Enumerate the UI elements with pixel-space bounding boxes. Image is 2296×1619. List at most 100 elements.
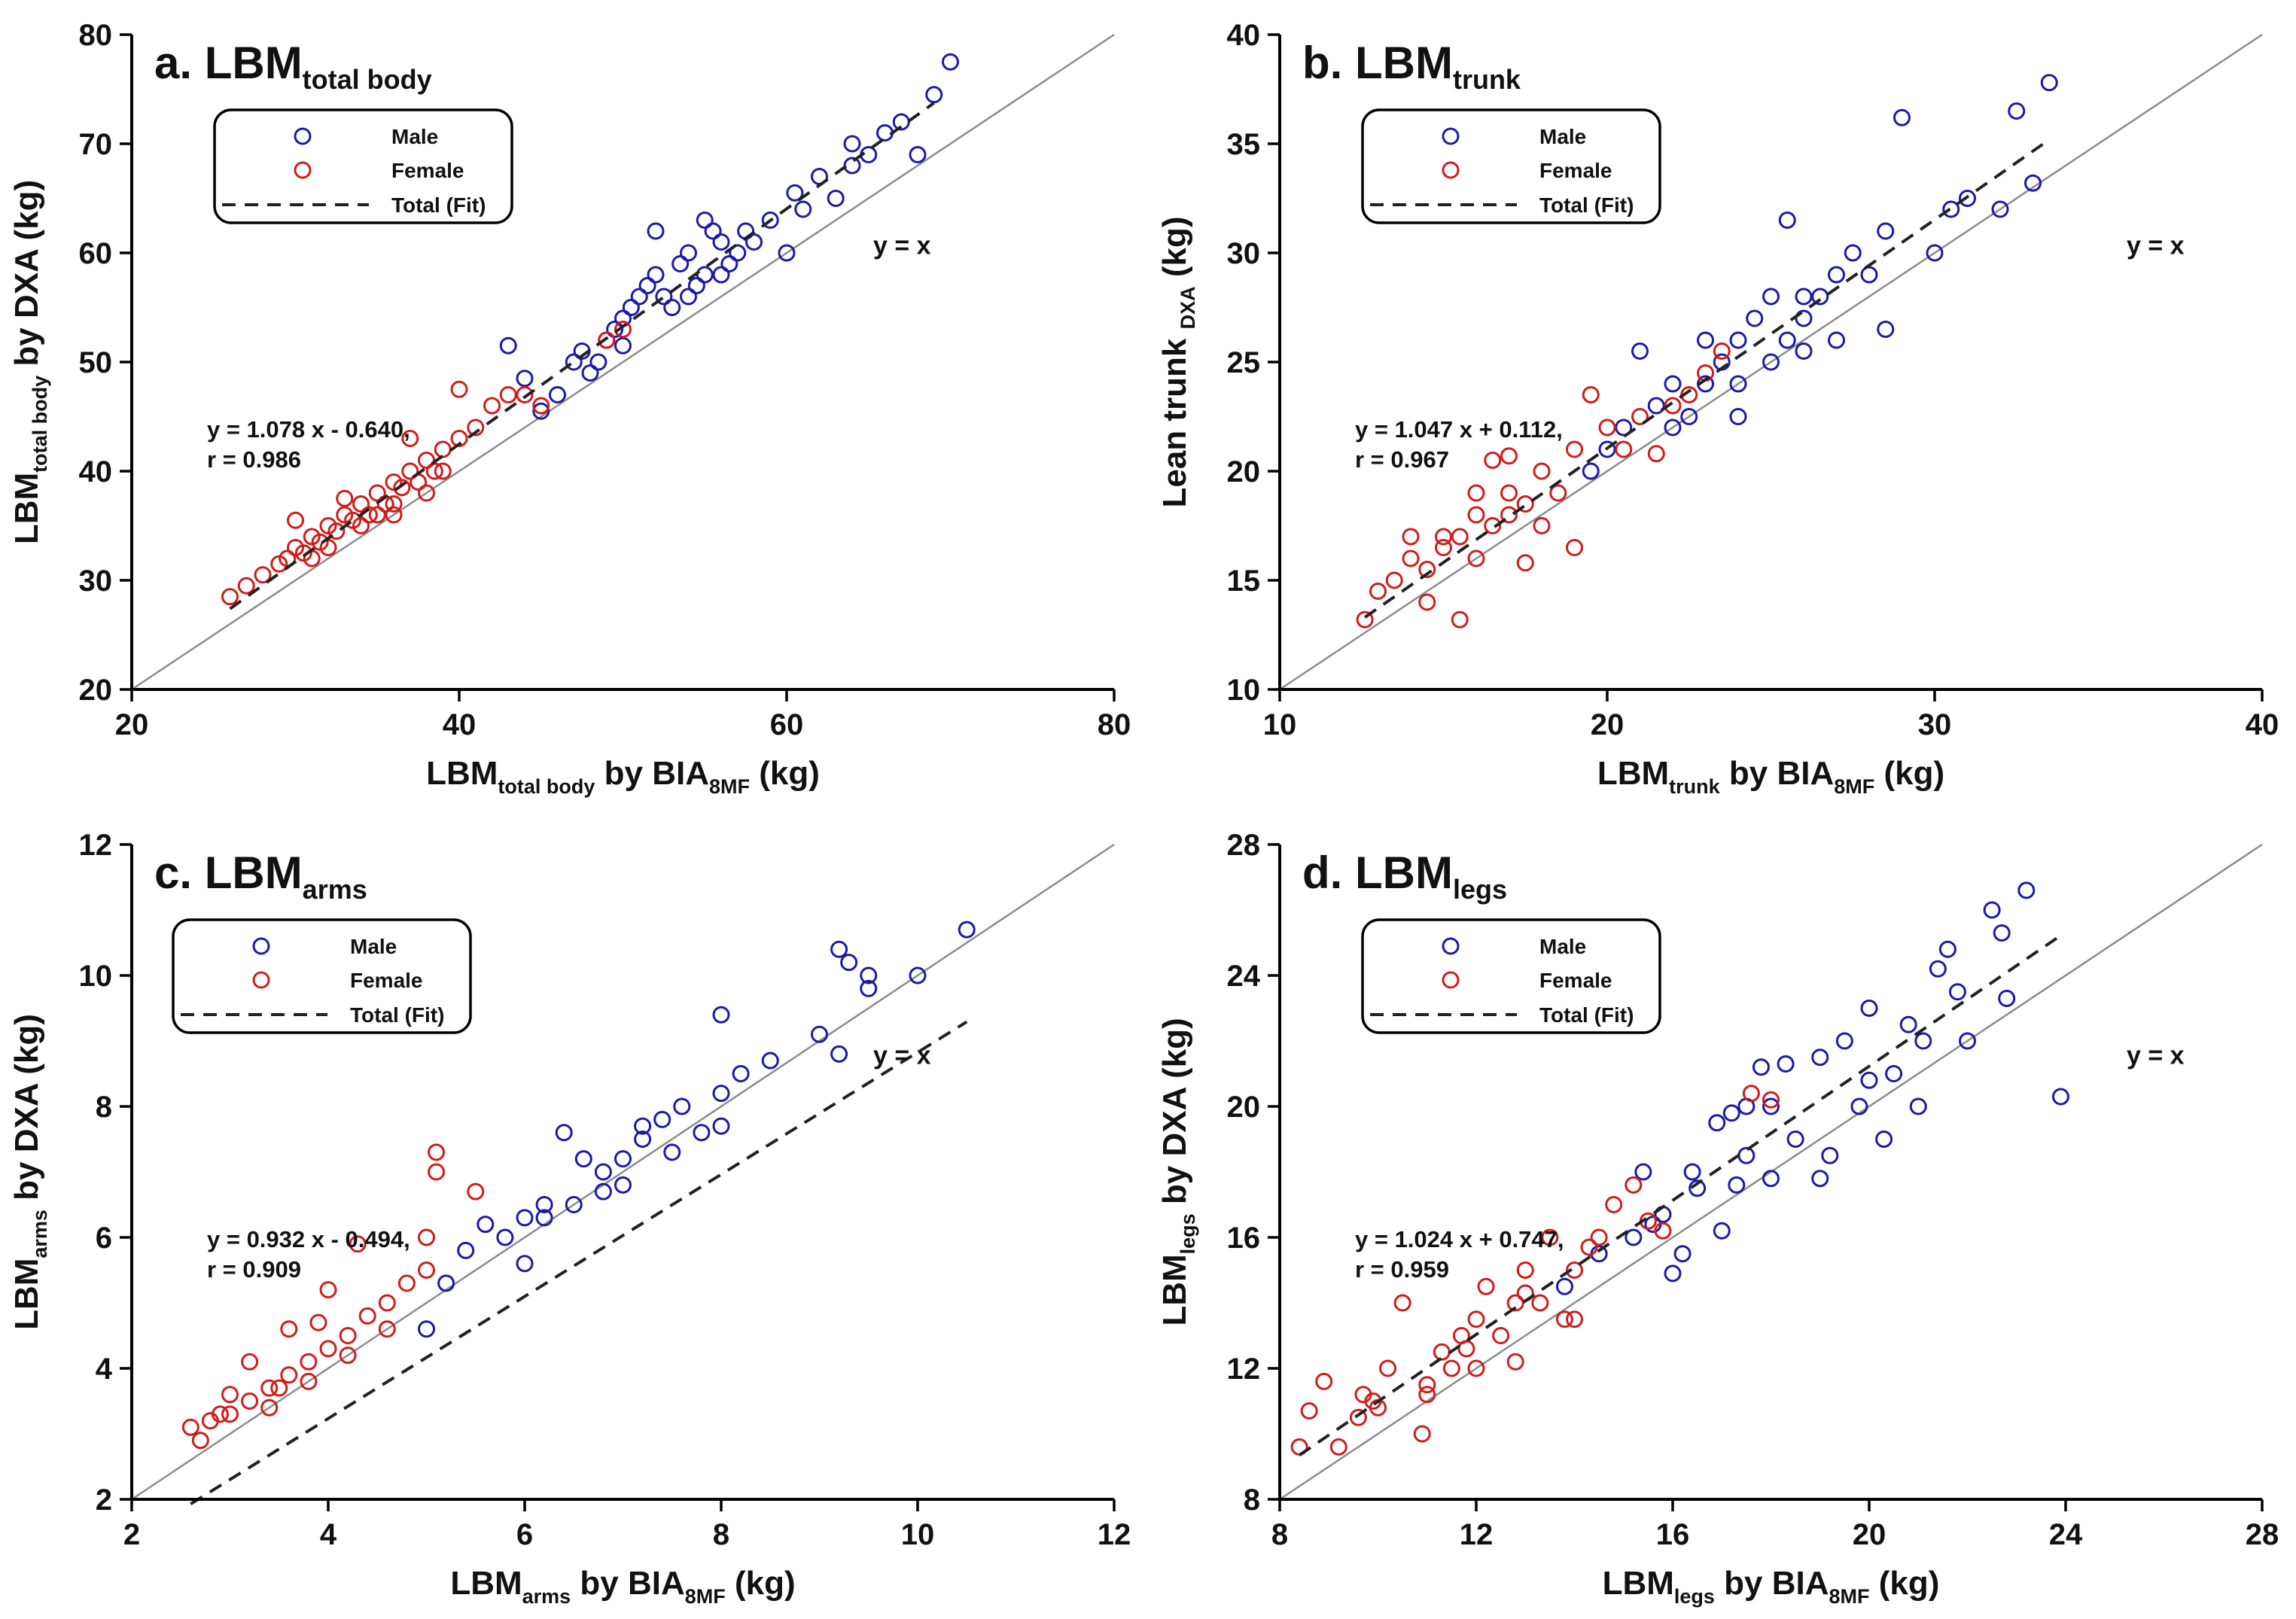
female-point [1506, 1353, 1524, 1371]
female-point [428, 1143, 446, 1161]
legend-female-marker [252, 971, 270, 989]
male-point [1795, 288, 1813, 306]
female-point [1356, 610, 1374, 628]
male-point [1762, 353, 1780, 371]
female-point [532, 397, 550, 415]
male-point [499, 336, 517, 355]
y-tick-label: 40 [79, 455, 113, 488]
fit-line [229, 102, 935, 610]
male-point [1746, 309, 1764, 327]
legend-box [1361, 918, 1661, 1034]
male-point [712, 266, 730, 284]
fit-equation: y = 0.932 x - 0.494, [207, 1226, 410, 1252]
female-point [1393, 1294, 1411, 1312]
male-point [1778, 331, 1796, 349]
male-point [1993, 924, 2011, 942]
male-point [1948, 983, 1966, 1001]
legend-female-label: Female [350, 969, 423, 992]
y-tick-label: 40 [1227, 19, 1261, 52]
male-point [909, 146, 927, 163]
female-point [1566, 1261, 1583, 1279]
female-point [1435, 528, 1452, 546]
female-point [1566, 1310, 1583, 1328]
female-point [467, 1182, 485, 1201]
female-point [327, 522, 346, 540]
identity-line [131, 843, 1115, 1501]
female-point [1500, 506, 1518, 524]
y-axis-title: LBMarms by DXA (kg) [8, 1014, 51, 1330]
fit-line [1298, 934, 2062, 1456]
female-point [1354, 1386, 1372, 1404]
male-point [1762, 288, 1780, 306]
male-point [1929, 960, 1947, 978]
correlation-r: r = 0.909 [207, 1256, 301, 1283]
female-point [516, 386, 534, 403]
female-point [319, 1281, 337, 1299]
female-point [418, 484, 435, 502]
male-point [1942, 200, 1960, 218]
legend-male-marker [252, 937, 270, 955]
legend-male-label: Male [350, 935, 397, 958]
female-point [397, 1274, 416, 1292]
male-point [1729, 331, 1747, 349]
x-tick-label: 4 [320, 1518, 337, 1551]
female-point [1435, 539, 1452, 556]
female-point [385, 495, 403, 513]
female-point [1379, 1359, 1397, 1377]
male-point [673, 1097, 691, 1115]
male-point [516, 370, 534, 388]
male-point [1811, 1048, 1829, 1067]
legend-male-label: Male [1539, 935, 1586, 958]
female-point [1484, 517, 1502, 534]
x-tick-label: 10 [901, 1518, 935, 1551]
male-point [843, 135, 861, 153]
legend-female-marker [1442, 971, 1460, 989]
male-point [712, 1085, 730, 1103]
male-point [581, 364, 599, 382]
x-tick-label: 6 [516, 1518, 533, 1551]
male-point [622, 299, 640, 316]
identity-label: y = x [2127, 231, 2185, 260]
female-point [428, 1163, 446, 1181]
female-point [418, 1228, 435, 1246]
male-point [549, 386, 566, 403]
male-point [827, 190, 845, 207]
female-point [450, 380, 468, 398]
y-axis-title: LBMtotal body by DXA (kg) [8, 180, 51, 544]
female-point [1531, 1294, 1549, 1312]
female-point [1516, 554, 1534, 572]
female-point [1467, 484, 1485, 502]
female-point [260, 1398, 279, 1417]
male-point [496, 1228, 514, 1246]
female-point [352, 517, 370, 534]
female-point [211, 1405, 229, 1423]
male-point [663, 299, 681, 316]
female-point [287, 511, 304, 529]
male-point [745, 233, 763, 251]
x-tick-label: 40 [2246, 708, 2279, 741]
male-point [1728, 1176, 1746, 1194]
female-point [1533, 462, 1551, 480]
legend-fit-label: Total (Fit) [391, 193, 486, 217]
female-point [319, 1340, 337, 1358]
female-point [1467, 1310, 1485, 1328]
male-point [574, 1150, 592, 1168]
male-point [1877, 321, 1895, 338]
male-point [1835, 1032, 1853, 1050]
female-point [410, 473, 428, 491]
legend-male-marker [1442, 937, 1460, 955]
male-point [1777, 1054, 1795, 1073]
male-point [1762, 1097, 1780, 1115]
male-point [1875, 1131, 1893, 1148]
male-point [1959, 1032, 1976, 1050]
y-tick-label: 12 [1227, 1353, 1261, 1386]
female-point [260, 1379, 279, 1397]
female-point [1451, 528, 1469, 546]
panel-title: d. LBMlegs [1302, 848, 1507, 905]
female-point [221, 1405, 239, 1423]
y-axis-title: Lean trunk DXA (kg) [1156, 216, 1199, 507]
male-point [1938, 940, 1956, 958]
x-tick-label: 8 [1271, 1518, 1288, 1551]
y-tick-label: 10 [1227, 674, 1261, 707]
